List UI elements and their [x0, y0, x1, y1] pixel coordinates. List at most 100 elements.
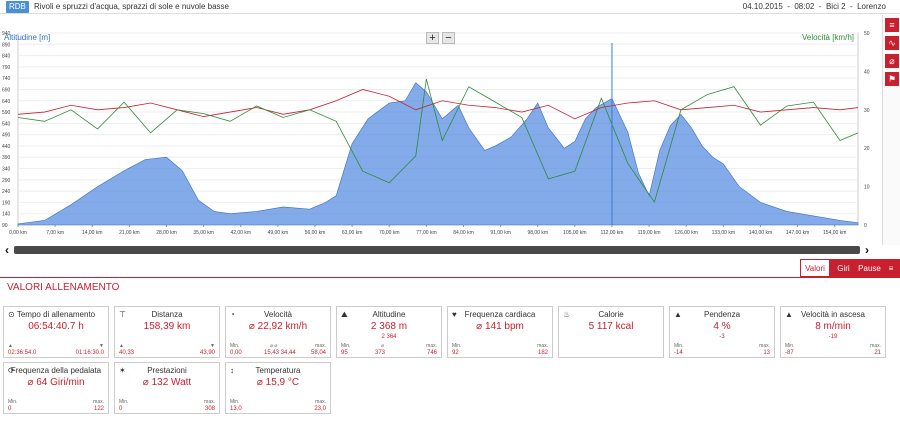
- no-icon[interactable]: ⌀: [885, 54, 899, 68]
- stat-icon: ⊙: [8, 310, 15, 319]
- stat-icon: ♨: [563, 310, 571, 319]
- stat-icon: ⟳: [8, 366, 15, 375]
- list-icon[interactable]: ≡: [882, 259, 900, 277]
- stat-title: Frequenza cardiaca: [464, 310, 536, 319]
- time: 08:02: [794, 2, 815, 11]
- stat-value: ⌀ 132 Watt: [142, 377, 192, 388]
- stat-title: Altitudine: [372, 310, 406, 319]
- stat-avg-value: 15,43 34,44: [264, 350, 296, 356]
- stat-value: 158,39 km: [143, 321, 191, 332]
- stat-min-value: 0: [8, 406, 12, 412]
- y-left-tick-label: 440: [2, 144, 11, 150]
- chart-scroller[interactable]: ‹ ›: [0, 243, 900, 257]
- scroll-right-icon[interactable]: ›: [865, 243, 869, 257]
- tab-valori[interactable]: Valori: [800, 259, 830, 277]
- altitude-series: [17, 82, 859, 226]
- pin-icon[interactable]: ⚑: [885, 72, 899, 86]
- stat-card: ⊤ Distanza 158,39 km ▲ ▼ 40,33 43,90: [114, 306, 220, 358]
- stat-max-value: 182: [537, 350, 548, 356]
- stat-card: ♥ Frequenza cardiaca ⌀ 141 bpm Min. max. 92 18…: [447, 306, 553, 358]
- stat-min-value: -14: [674, 350, 683, 356]
- x-tick-label: 140,00 km: [749, 230, 772, 236]
- stat-title: Frequenza della pedalata: [10, 366, 102, 375]
- x-tick-label: 154,00 km: [823, 230, 846, 236]
- stat-min-label: ▲: [119, 343, 124, 349]
- stat-max-label: max.: [426, 343, 437, 349]
- chart-tools: ≡ ∿ ⌀ ⚑: [882, 15, 900, 245]
- heart-rate-series: [17, 89, 859, 120]
- stat-value: ⌀ 64 Giri/min: [27, 377, 85, 388]
- speed-axis-title: Velocità [km/h]: [801, 33, 854, 42]
- user: Lorenzo: [857, 2, 886, 11]
- altitude-axis-title: Altitudine [m]: [4, 33, 51, 42]
- stat-icon: ⛰: [341, 310, 348, 319]
- y-left-tick-label: 90: [2, 223, 8, 229]
- stat-max-value: 58,04: [310, 350, 326, 356]
- stat-title: Prestazioni: [147, 366, 187, 375]
- y-right-tick-label: 20: [864, 146, 870, 152]
- stat-subvalue: 2 364: [381, 334, 397, 340]
- y-left-tick-label: 790: [2, 65, 11, 71]
- stat-card: ◔ Velocità ⌀ 22,92 km/h Min. ⌀ ⌀ max. 0,00 15,4…: [225, 306, 331, 358]
- zoom-in-button[interactable]: +: [426, 32, 439, 44]
- y-left-tick-label: 490: [2, 133, 11, 139]
- chart-svg: 90 140 190 240 290 340 390 440 490 540 590 640 690 74…: [2, 31, 870, 236]
- stat-card: ▲ Pendenza 4 % -3 Min. max. -14 13: [669, 306, 775, 358]
- stat-max-label: max.: [93, 399, 104, 405]
- y-left-tick-label: 190: [2, 200, 11, 206]
- x-tick-label: 112,00 km: [600, 230, 623, 236]
- stat-subvalue: -3: [719, 334, 725, 340]
- section-title: VALORI ALLENAMENTO: [7, 282, 120, 293]
- source-badge: RDB: [6, 1, 29, 13]
- y-left-tick-label: 640: [2, 99, 11, 105]
- y-left-tick-label: 590: [2, 110, 11, 116]
- scroll-track[interactable]: [14, 246, 860, 254]
- stat-subvalue: -19: [828, 334, 838, 340]
- stat-title: Distanza: [151, 310, 183, 319]
- stat-min-value: -87: [785, 350, 794, 356]
- stat-max-value: 21: [874, 350, 881, 356]
- stat-min-label: Min.: [341, 343, 351, 349]
- chart-icon[interactable]: ∿: [885, 36, 899, 50]
- stat-title: Velocità: [263, 310, 293, 319]
- tab-pause[interactable]: Pause: [857, 259, 882, 277]
- stat-min-value: 0: [119, 406, 123, 412]
- y-right-tick-label: 10: [864, 185, 870, 191]
- y-right-tick-label: 40: [864, 69, 870, 75]
- x-tick-label: 91,00 km: [490, 230, 511, 236]
- stat-avg-label: ⌀ ⌀: [270, 343, 278, 349]
- x-tick-label: 126,00 km: [675, 230, 698, 236]
- y-left-tick-label: 690: [2, 87, 11, 93]
- x-tick-label: 49,00 km: [268, 230, 289, 236]
- x-tick-label: 77,00 km: [416, 230, 437, 236]
- y-left-tick-label: 140: [2, 212, 11, 218]
- zoom-out-button[interactable]: −: [442, 32, 455, 44]
- stat-value: 5 117 kcal: [588, 321, 634, 332]
- stat-icon: ♥: [452, 310, 457, 319]
- stat-icon: ✶: [119, 366, 126, 375]
- speed-series: [17, 78, 859, 203]
- y-left-tick-label: 240: [2, 189, 11, 195]
- y-right-tick-label: 50: [864, 31, 870, 37]
- stat-value: 8 m/min: [815, 321, 851, 332]
- tab-giri[interactable]: Giri: [830, 259, 857, 277]
- x-tick-label: 133,00 km: [712, 230, 735, 236]
- stat-min-value: 13,0: [230, 406, 242, 412]
- x-tick-label: 7,00 km: [46, 230, 64, 236]
- stat-avg-label: ⌀: [381, 343, 385, 349]
- stat-max-label: max.: [537, 343, 548, 349]
- stat-min-value: 0,00: [230, 350, 242, 356]
- stat-min-label: ▲: [8, 343, 13, 349]
- stat-min-value: 92: [452, 350, 459, 356]
- stat-value: ⌀ 15,9 °C: [256, 377, 300, 388]
- stat-min-value: 02:36:54.0: [8, 350, 37, 356]
- list-icon[interactable]: ≡: [885, 18, 899, 32]
- stat-value: 2 368 m: [370, 321, 408, 332]
- stat-min-label: Min.: [8, 399, 18, 405]
- x-tick-label: 84,00 km: [453, 230, 474, 236]
- stat-title: Pendenza: [703, 310, 741, 319]
- stat-max-label: max.: [759, 343, 770, 349]
- stat-card: ✶ Prestazioni ⌀ 132 Watt Min. max. 0 308: [114, 362, 220, 414]
- x-tick-label: 147,00 km: [786, 230, 809, 236]
- scroll-left-icon[interactable]: ‹: [5, 243, 9, 257]
